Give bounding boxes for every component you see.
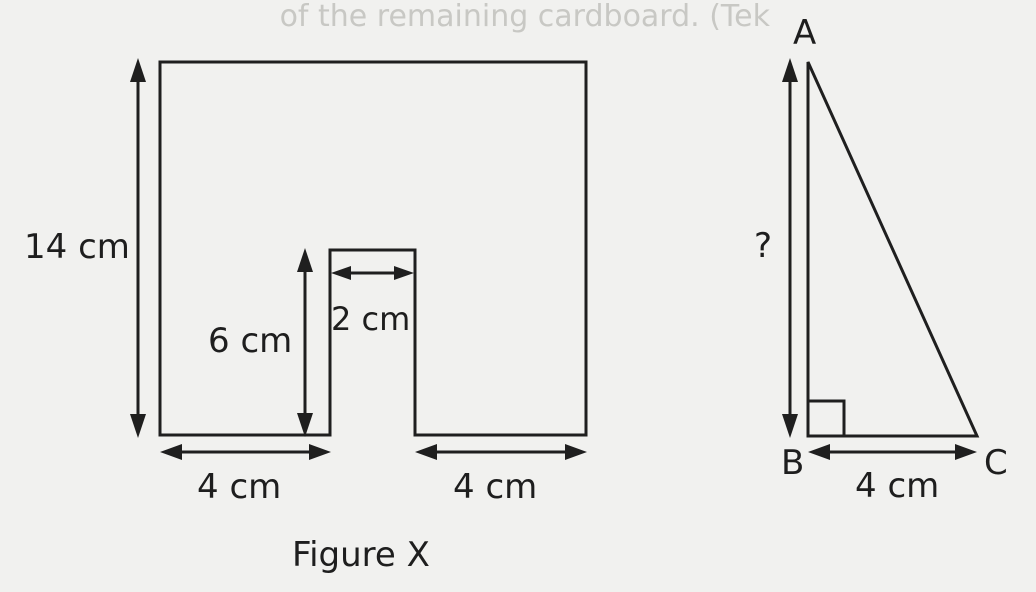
notch-height-arrow xyxy=(297,248,313,437)
bottom-left-arrow xyxy=(160,444,331,460)
vertex-a-label: A xyxy=(793,13,816,53)
triangle-base-arrow xyxy=(808,444,977,460)
triangle-outline xyxy=(806,61,980,438)
notch-width-arrow xyxy=(331,266,414,280)
notch-height-label: 6 cm xyxy=(208,321,292,361)
right-triangle: ? 4 cm A B C xyxy=(754,13,1008,506)
notch-width-label: 2 cm xyxy=(331,300,410,338)
height-label: 14 cm xyxy=(24,227,130,267)
figure-x: 14 cm 6 cm 2 cm 4 cm 4 cm xyxy=(24,58,588,575)
triangle-height-arrow xyxy=(782,58,798,438)
height-arrow xyxy=(130,58,146,438)
bottom-right-label: 4 cm xyxy=(453,467,537,507)
vertex-c-label: C xyxy=(984,443,1008,483)
bottom-left-label: 4 cm xyxy=(197,467,281,507)
triangle-base-label: 4 cm xyxy=(855,466,939,506)
right-angle-marker xyxy=(808,399,846,436)
bottom-right-arrow xyxy=(415,444,587,460)
background-text: of the remaining cardboard. (Tek xyxy=(280,0,771,34)
figure-x-outline xyxy=(158,60,588,437)
figure-caption: Figure X xyxy=(292,535,430,575)
vertex-b-label: B xyxy=(781,443,804,483)
unknown-height-label: ? xyxy=(754,226,772,266)
